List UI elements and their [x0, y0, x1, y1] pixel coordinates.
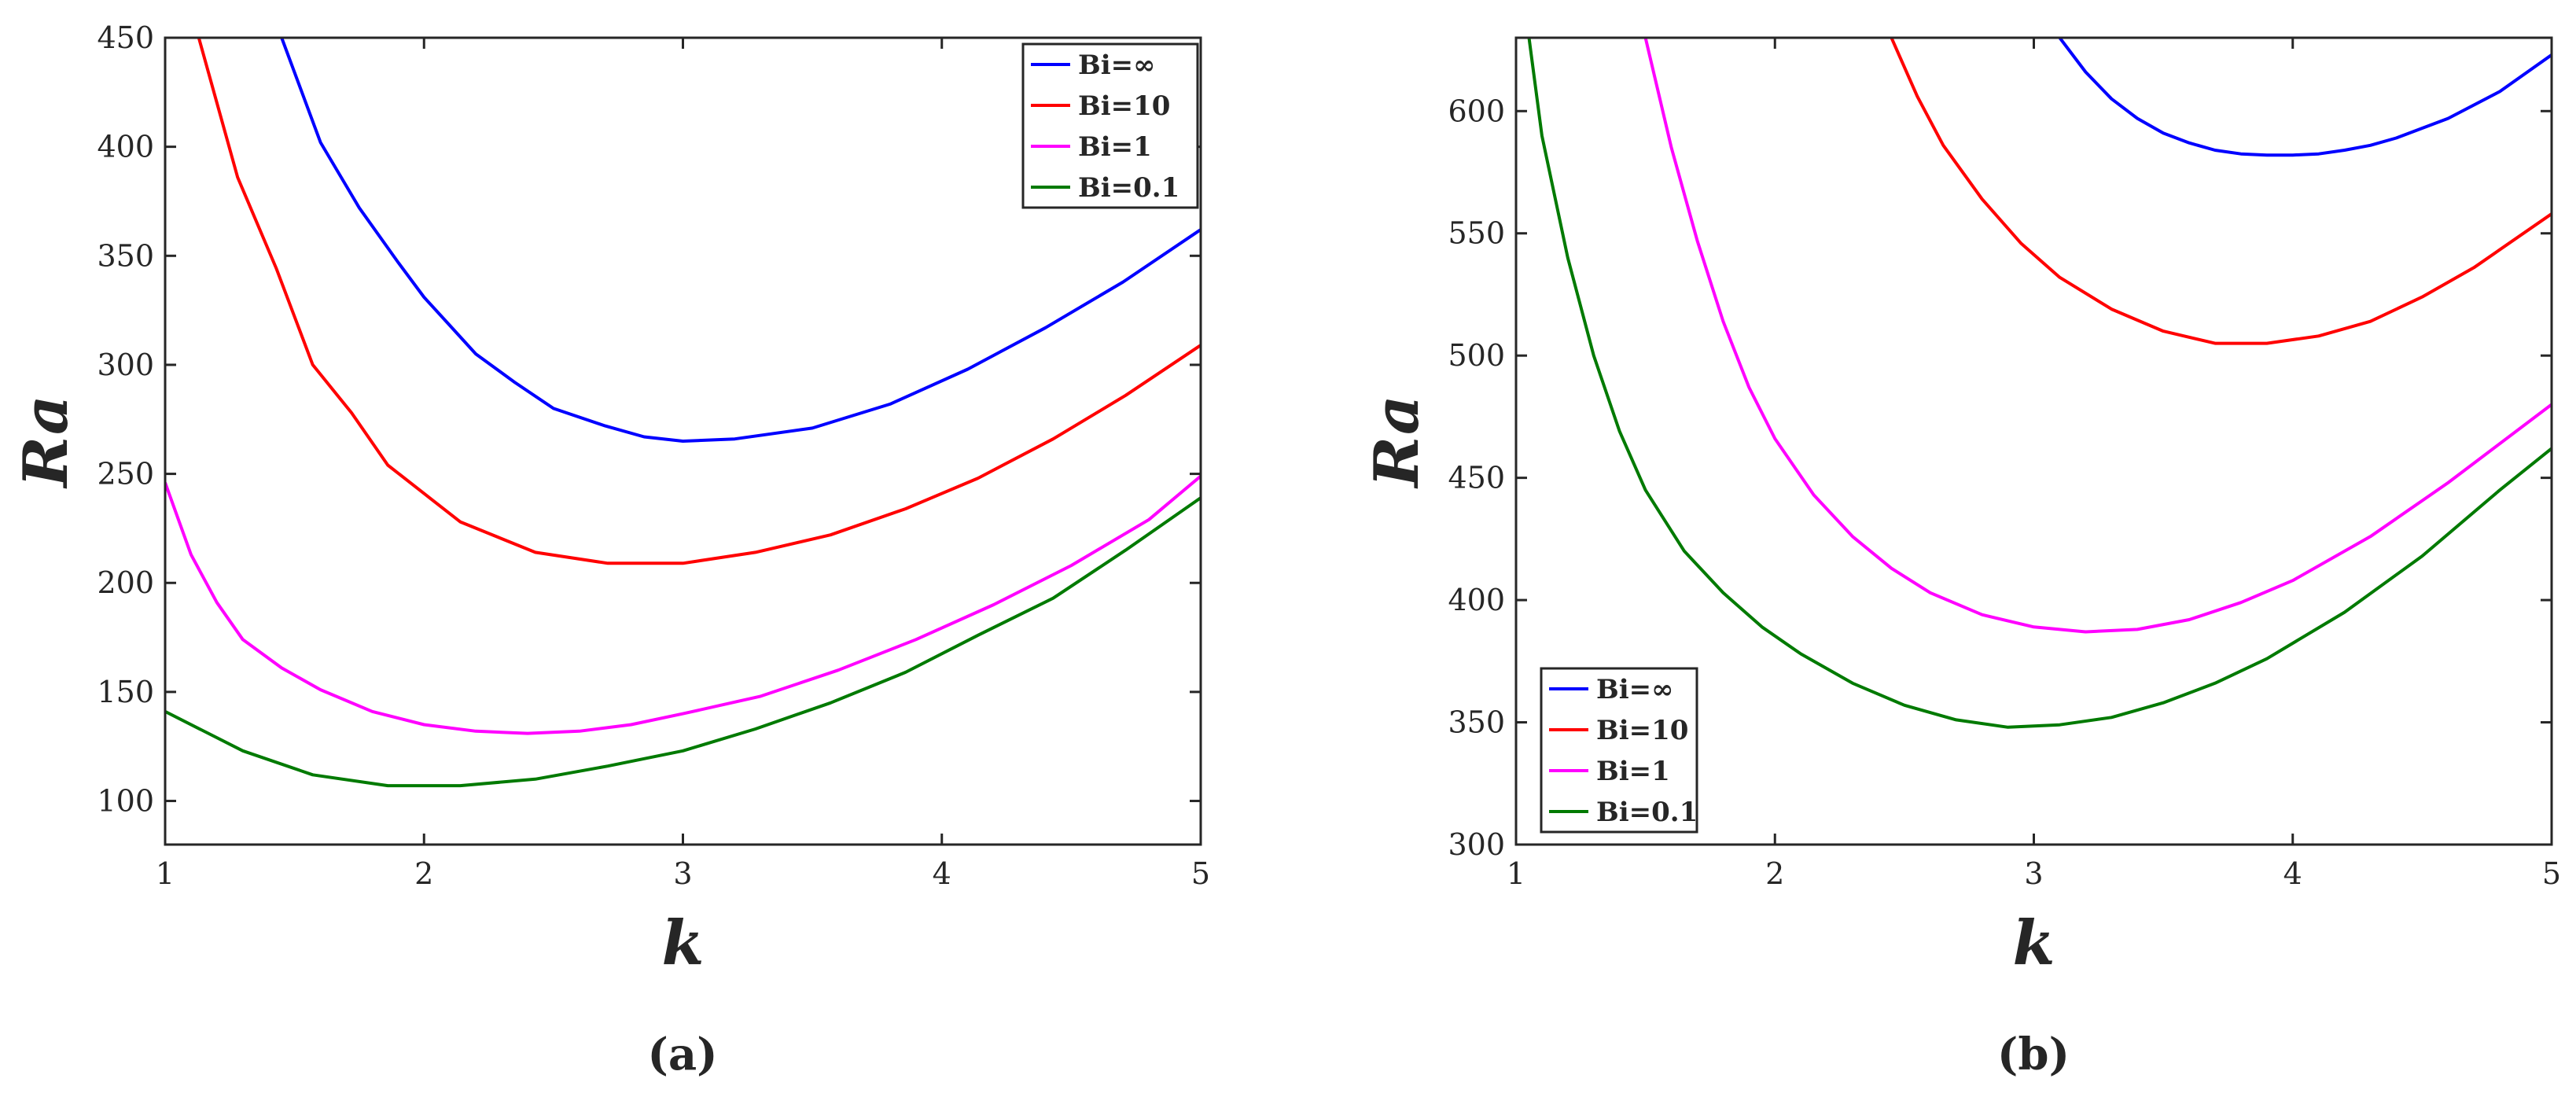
y-tick-label: 200	[97, 565, 154, 600]
series-line-0	[2058, 38, 2552, 157]
series-line-2	[1643, 38, 2552, 634]
y-tick-label: 250	[97, 457, 154, 491]
x-tick-label: 5	[1191, 856, 1210, 891]
x-tick-label: 5	[2542, 856, 2561, 891]
panel-label: (b)	[1997, 1029, 2070, 1080]
y-tick-label: 350	[1448, 705, 1505, 740]
legend-box	[1021, 42, 1199, 209]
y-tick-label: 500	[1448, 338, 1505, 373]
panel-label: (a)	[647, 1029, 717, 1080]
legend-entry: Bi=∞	[1596, 674, 1673, 705]
legend-entry: Bi=0.1	[1078, 172, 1179, 204]
x-tick-label: 1	[156, 856, 175, 891]
series-line-3	[1527, 38, 2552, 729]
series-line-2	[165, 474, 1201, 735]
y-tick-label: 450	[97, 20, 154, 55]
legend-entry: Bi=10	[1078, 90, 1170, 122]
legend-entry: Bi=∞	[1078, 50, 1155, 81]
y-tick-label: 150	[97, 675, 154, 709]
y-tick-label: 300	[97, 348, 154, 382]
y-tick-label: 600	[1448, 94, 1505, 128]
legend-entry: Bi=1	[1596, 756, 1670, 787]
y-tick-label: 100	[97, 784, 154, 819]
y-axis-label: Ra	[10, 395, 82, 488]
x-axis-label: k	[2012, 907, 2055, 979]
x-tick-label: 2	[1765, 856, 1784, 891]
x-tick-label: 1	[1507, 856, 1525, 891]
y-tick-label: 350	[97, 238, 154, 273]
series-line-0	[280, 38, 1201, 443]
x-tick-label: 3	[673, 856, 692, 891]
y-tick-label: 400	[97, 130, 154, 164]
y-tick-label: 300	[1448, 827, 1505, 862]
y-axis-label: Ra	[1361, 395, 1433, 488]
series-line-3	[165, 496, 1201, 788]
y-tick-label: 400	[1448, 583, 1505, 617]
series-line-1	[1890, 38, 2552, 345]
chart-panel-a: 1 2 3 4 5100150200250300350400450kRa(a)Bi=∞B…	[10, 20, 1210, 1080]
y-tick-label: 450	[1448, 461, 1505, 495]
x-tick-label: 4	[933, 856, 951, 891]
x-tick-label: 3	[2024, 856, 2043, 891]
x-tick-label: 4	[2283, 856, 2302, 891]
series-line-1	[197, 38, 1201, 565]
x-tick-label: 2	[414, 856, 433, 891]
legend-entry: Bi=10	[1596, 715, 1688, 746]
y-tick-label: 550	[1448, 216, 1505, 251]
x-axis-label: k	[661, 907, 704, 979]
legend-box	[1540, 667, 1698, 834]
chart-panel-b: 1 2 3 4 5 300 350 400 450 500 550 600 k Ra (b) Bi=∞ Bi=1…	[1361, 36, 2561, 1080]
legend: Bi=∞ Bi=10 Bi=1 Bi=0.1	[1540, 667, 1698, 834]
legend-entry: Bi=1	[1078, 131, 1152, 163]
legend: Bi=∞ Bi=10 Bi=1 Bi=0.1	[1021, 42, 1199, 209]
legend-entry: Bi=0.1	[1596, 797, 1698, 828]
